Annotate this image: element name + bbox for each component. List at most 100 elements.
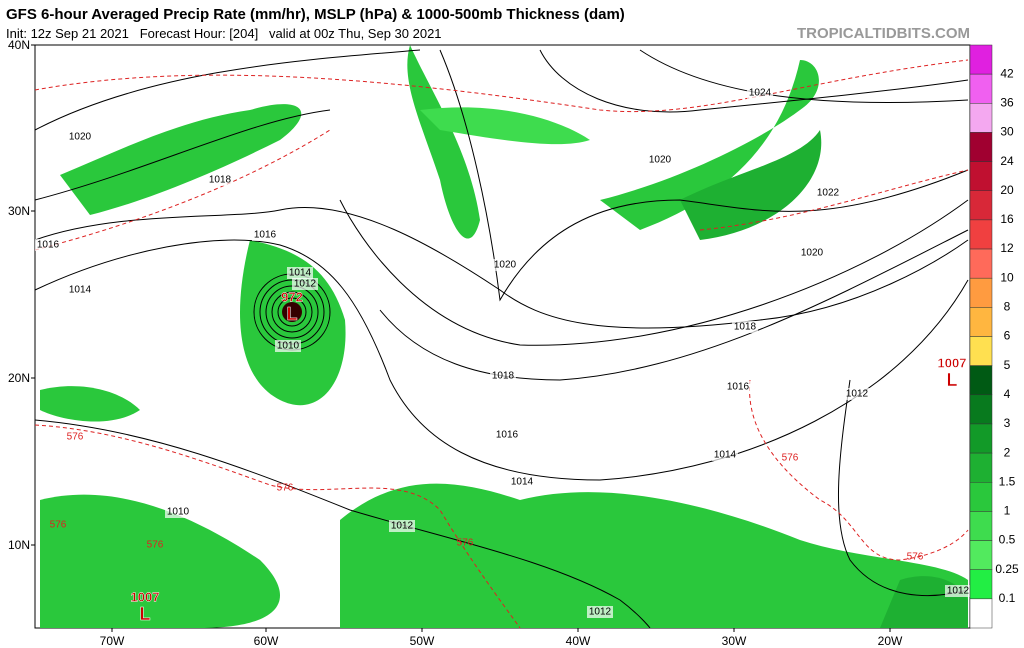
isobar-label-bg: [389, 520, 415, 532]
colorbar-swatch: [969, 511, 993, 541]
colorbar-label: 12: [1000, 241, 1014, 255]
colorbar-swatch: [969, 598, 993, 629]
isobar-label-bg: [509, 476, 535, 488]
isobar-label-bg: [252, 229, 278, 241]
isobar-label: 1010: [167, 507, 190, 518]
thickness-label: 576: [67, 432, 84, 443]
isobar-label: 1022: [817, 188, 840, 199]
colorbar-swatch: [969, 161, 993, 192]
colorbar-swatch: [969, 248, 993, 279]
isobar-label-bg: [725, 381, 751, 393]
colorbar-swatch: [969, 569, 993, 600]
colorbar-label: 3: [1004, 416, 1011, 430]
isobar-label-bg: [747, 87, 773, 99]
thickness-label: 576: [147, 540, 164, 551]
colorbar-swatch: [969, 452, 993, 483]
lon-label: 20W: [878, 634, 903, 648]
subtitle: Init: 12z Sep 21 2021 Forecast Hour: [20…: [6, 26, 442, 41]
isobar-label: 1012: [846, 389, 869, 400]
colorbar-label: 1.5: [999, 474, 1016, 488]
isobar-label-bg: [844, 388, 870, 400]
isobar-label: 1016: [254, 230, 277, 241]
thickness-lines: [34, 59, 969, 629]
colorbar-label: 2: [1004, 445, 1011, 459]
colorbar-label: 42: [1000, 66, 1014, 80]
isobar-label-bg: [287, 267, 313, 279]
isobar-label: 1012: [391, 521, 414, 532]
colorbar-label: 10: [1000, 270, 1014, 284]
colorbar-label: 16: [1000, 212, 1014, 226]
low-symbol: L: [140, 604, 151, 624]
colorbar-swatch: [969, 307, 993, 337]
isobar-label-bg: [712, 449, 738, 461]
colorbar-label: 0.25: [995, 562, 1019, 576]
colorbar-label: 1: [1004, 504, 1011, 518]
isobar-label: 1016: [727, 382, 750, 393]
isobar-label-bg: [815, 187, 841, 199]
lat-label: 40N: [8, 38, 30, 52]
colorbar-swatch: [969, 423, 993, 454]
colorbar-swatch: [969, 277, 993, 308]
isobar-label: 1014: [714, 450, 737, 461]
isobar-label: 1014: [69, 285, 92, 296]
colorbar-label: 6: [1004, 329, 1011, 343]
storm-core: [282, 302, 302, 322]
isobar-label-bg: [647, 154, 673, 166]
isobar-label: 1012: [294, 279, 317, 290]
isobar-lines: [34, 49, 969, 629]
title: GFS 6-hour Averaged Precip Rate (mm/hr),…: [6, 6, 625, 23]
isobar-label-bg: [492, 259, 518, 271]
colorbar-swatch: [969, 73, 993, 104]
isobar-label: 1016: [37, 240, 60, 251]
isobar-label-bg: [799, 247, 825, 259]
site-name: TROPICALTIDBITS.COM: [797, 25, 970, 42]
thickness-label: 576: [782, 453, 799, 464]
lat-label: 20N: [8, 371, 30, 385]
isobar-label: 1016: [496, 430, 519, 441]
lon-label: 60W: [254, 634, 279, 648]
isobar-label: 1018: [734, 322, 757, 333]
isobar-label: 1014: [511, 477, 534, 488]
isobar-label-bg: [945, 585, 971, 597]
colorbar-swatch: [969, 132, 993, 162]
isobar-label: 1014: [289, 268, 312, 279]
colorbar-swatch: [969, 44, 993, 75]
thickness-label: 576: [457, 538, 474, 549]
isobar-label: 1020: [494, 260, 517, 271]
thickness-label: 576: [907, 552, 924, 563]
colorbar-label: 8: [1004, 300, 1011, 314]
isobar-label-bg: [292, 278, 318, 290]
colorbar-swatch: [969, 103, 993, 133]
isobar-label-bg: [490, 370, 516, 382]
isobar-label-bg: [207, 174, 233, 186]
isobar-label: 1020: [69, 132, 92, 143]
isobar-label-bg: [275, 340, 301, 352]
isobar-label-bg: [35, 239, 61, 251]
colorbar-label: 0.5: [999, 533, 1016, 547]
colorbar-label: 4: [1004, 387, 1011, 401]
isobar-label-bg: [67, 284, 93, 296]
isobar-label: 1020: [649, 155, 672, 166]
isobar-label: 1012: [947, 586, 970, 597]
colorbar-swatch: [969, 365, 993, 396]
colorbar-label: 30: [1000, 125, 1014, 139]
isobar-label-bg: [67, 131, 93, 143]
precip-field: [40, 45, 968, 628]
isobar-label: 1010: [277, 341, 300, 352]
isobar-label: 1018: [209, 175, 232, 186]
thickness-label: 576: [277, 483, 294, 494]
lon-label: 70W: [100, 634, 125, 648]
low-symbol: L: [947, 370, 958, 390]
isobar-label-bg: [494, 429, 520, 441]
thickness-label: 576: [50, 520, 67, 531]
colorbar-label: 24: [1000, 154, 1014, 168]
lon-label: 40W: [566, 634, 591, 648]
isobar-label: 1012: [589, 607, 612, 618]
lat-label: 30N: [8, 204, 30, 218]
colorbar-label: 20: [1000, 183, 1014, 197]
colorbar-label: 0.1: [999, 591, 1016, 605]
lon-label: 50W: [410, 634, 435, 648]
isobar-label: 1024: [749, 88, 772, 99]
colorbar-label: 36: [1000, 95, 1014, 109]
